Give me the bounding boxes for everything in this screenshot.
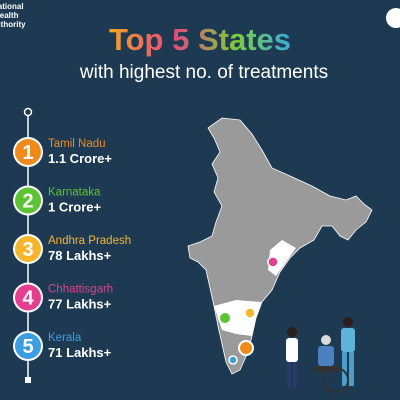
state-dot bbox=[228, 355, 238, 365]
state-dot bbox=[218, 311, 232, 325]
timeline-end bbox=[25, 377, 31, 383]
state-name: Kerala bbox=[48, 332, 82, 344]
treatment-count: 77 Lakhs+ bbox=[48, 297, 112, 312]
state-name: Chhattisgarh bbox=[48, 284, 113, 296]
state-name: Andhra Pradesh bbox=[48, 235, 131, 247]
logo-line: Authority bbox=[0, 20, 26, 29]
illustration bbox=[286, 317, 355, 393]
rank-number: 4 bbox=[22, 288, 34, 310]
treatment-count: 1 Crore+ bbox=[48, 200, 102, 215]
logo-line: Health bbox=[0, 11, 19, 20]
state-dot bbox=[244, 307, 256, 319]
title: Top 5 States bbox=[109, 22, 291, 57]
rank-badge bbox=[15, 139, 41, 165]
rank-number: 5 bbox=[22, 336, 33, 358]
timeline-end bbox=[23, 107, 33, 117]
rank-number: 2 bbox=[22, 191, 33, 213]
treatment-count: 1.1 Crore+ bbox=[48, 151, 112, 166]
rank-badge bbox=[15, 187, 41, 214]
rank-number: 1 bbox=[22, 142, 33, 164]
treatment-count: 78 Lakhs+ bbox=[48, 248, 112, 263]
state-name: Karnataka bbox=[48, 187, 101, 199]
state-dot bbox=[238, 340, 254, 356]
subtitle: with highest no. of treatments bbox=[79, 62, 328, 83]
rank-number: 3 bbox=[22, 239, 33, 261]
treatment-count: 71 Lakhs+ bbox=[48, 345, 112, 360]
logo: National Health Authority bbox=[0, 2, 26, 29]
rank-badge bbox=[15, 284, 41, 311]
logo-line: National bbox=[0, 2, 24, 11]
state-name: Tamil Nadu bbox=[48, 138, 106, 150]
state-dot bbox=[267, 256, 279, 268]
emblem bbox=[386, 8, 400, 28]
rank-badge bbox=[15, 333, 41, 359]
rank-badge bbox=[15, 236, 41, 262]
